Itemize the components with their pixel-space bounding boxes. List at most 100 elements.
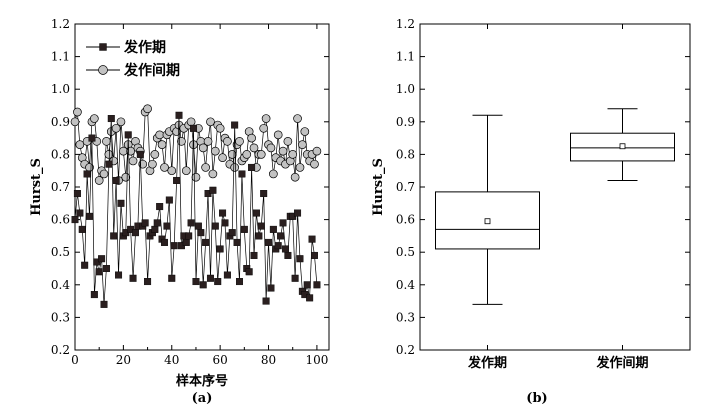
y-tick-label-a: 0.5 [51, 245, 70, 259]
data-point-ictal [248, 163, 256, 171]
y-tick-label-b: 0.2 [396, 343, 415, 357]
legend-label: 发作间期 [123, 62, 180, 79]
y-tick-label-a: 0.6 [51, 213, 70, 227]
data-point-ictal [257, 222, 265, 230]
data-point-interictal [259, 123, 269, 133]
data-point-ictal [250, 251, 258, 259]
data-point-ictal [197, 229, 205, 237]
y-tick-label-a: 1.0 [51, 82, 70, 96]
data-point-interictal [208, 169, 218, 179]
data-point-ictal [156, 203, 164, 211]
data-point-ictal [100, 300, 108, 308]
y-tick-label-b: 0.8 [396, 147, 415, 161]
series-group-a [70, 104, 322, 308]
data-point-ictal [255, 232, 263, 240]
data-point-ictal [238, 170, 246, 178]
data-point-ictal [281, 245, 289, 253]
data-point-ictal [211, 222, 219, 230]
x-tick-label-a: 100 [305, 353, 328, 367]
data-point-interictal [128, 156, 138, 166]
data-point-ictal [151, 225, 159, 233]
data-point-interictal [261, 114, 271, 123]
data-point-interictal [310, 159, 319, 169]
x-axis-label-a: 样本序号 [176, 373, 228, 389]
y-tick-label-a: 0.4 [51, 278, 70, 292]
data-point-ictal [296, 255, 304, 263]
data-point-interictal [230, 163, 240, 172]
data-point-ictal [277, 232, 285, 240]
y-axis-label-a: Hurst_S [29, 158, 44, 216]
y-tick-label-b: 0.6 [396, 213, 415, 227]
data-point-interictal [223, 137, 232, 146]
plot-frame-a [74, 23, 330, 351]
box-group-b [435, 108, 675, 305]
y-tick-label-a: 0.8 [51, 147, 70, 161]
data-point-ictal [235, 278, 243, 286]
data-point-interictal [235, 137, 244, 146]
data-point-ictal [90, 291, 98, 299]
data-point-ictal [262, 297, 270, 305]
data-point-ictal [78, 225, 86, 233]
x-tick-label-a: 80 [261, 353, 276, 367]
box-0 [435, 114, 540, 305]
panel-label-a: (a) [192, 391, 213, 406]
data-point-ictal [131, 229, 139, 237]
data-point-interictal [155, 130, 165, 140]
y-tick-label-b: 0.7 [396, 180, 415, 194]
x-tick-label-a: 40 [164, 353, 179, 367]
data-point-ictal [252, 209, 260, 217]
data-point-interictal [90, 114, 99, 123]
data-point-ictal [199, 281, 207, 289]
y-tick-label-a: 0.9 [51, 115, 70, 129]
y-axis-label-b: Hurst_S [371, 158, 386, 216]
data-point-ictal [206, 274, 214, 282]
y-tick-label-a: 0.7 [51, 180, 70, 194]
data-point-ictal [144, 278, 152, 286]
data-point-ictal [124, 131, 132, 139]
data-point-ictal [221, 219, 229, 227]
data-point-ictal [306, 294, 314, 302]
data-point-ictal [310, 251, 318, 259]
data-point-ictal [170, 242, 178, 250]
data-point-interictal [215, 123, 225, 133]
data-point-ictal [303, 281, 311, 289]
x-tick-label-a: 60 [213, 353, 228, 367]
y-tick-label-b: 0.9 [396, 115, 415, 129]
data-point-ictal [129, 274, 137, 282]
data-point-interictal [256, 150, 266, 159]
data-point-ictal [98, 255, 106, 263]
data-point-ictal [187, 219, 195, 227]
data-point-interictal [150, 150, 160, 159]
data-point-ictal [274, 242, 282, 250]
data-point-ictal [175, 111, 183, 119]
x-axis-a: 0 20 40 60 80 100 [71, 24, 328, 367]
mean-marker [484, 218, 491, 225]
data-point-interictal [148, 159, 157, 169]
y-tick-label-b: 0.3 [396, 310, 415, 324]
data-point-ictal [240, 225, 248, 233]
data-point-ictal [231, 121, 239, 129]
data-point-ictal [269, 225, 277, 233]
data-point-interictal [266, 143, 276, 153]
data-point-ictal [115, 271, 123, 279]
legend-marker-square [99, 43, 107, 51]
data-point-ictal [112, 176, 120, 184]
data-point-ictal [219, 209, 227, 217]
x-tick-label-a: 20 [116, 353, 131, 367]
data-point-ictal [117, 199, 125, 207]
data-point-ictal [153, 219, 161, 227]
data-point-ictal [209, 186, 217, 194]
data-point-ictal [173, 176, 181, 184]
data-point-ictal [107, 115, 115, 123]
data-point-ictal [265, 238, 273, 246]
data-point-ictal [102, 265, 110, 273]
x-category-label-b: 发作期 [467, 355, 507, 371]
data-point-ictal [182, 238, 190, 246]
data-point-ictal [294, 209, 302, 217]
data-point-ictal [223, 271, 231, 279]
data-point-interictal [218, 153, 227, 163]
data-point-ictal [313, 281, 321, 289]
data-point-interictal [288, 150, 298, 159]
data-point-interictal [186, 117, 196, 127]
